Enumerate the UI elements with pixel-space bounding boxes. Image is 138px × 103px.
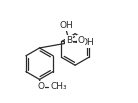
Text: O: O: [37, 82, 44, 91]
Text: B: B: [66, 36, 72, 45]
Text: OH: OH: [59, 21, 73, 30]
Text: O: O: [78, 36, 85, 45]
Text: CH₃: CH₃: [50, 82, 67, 91]
Text: OH: OH: [80, 38, 94, 47]
